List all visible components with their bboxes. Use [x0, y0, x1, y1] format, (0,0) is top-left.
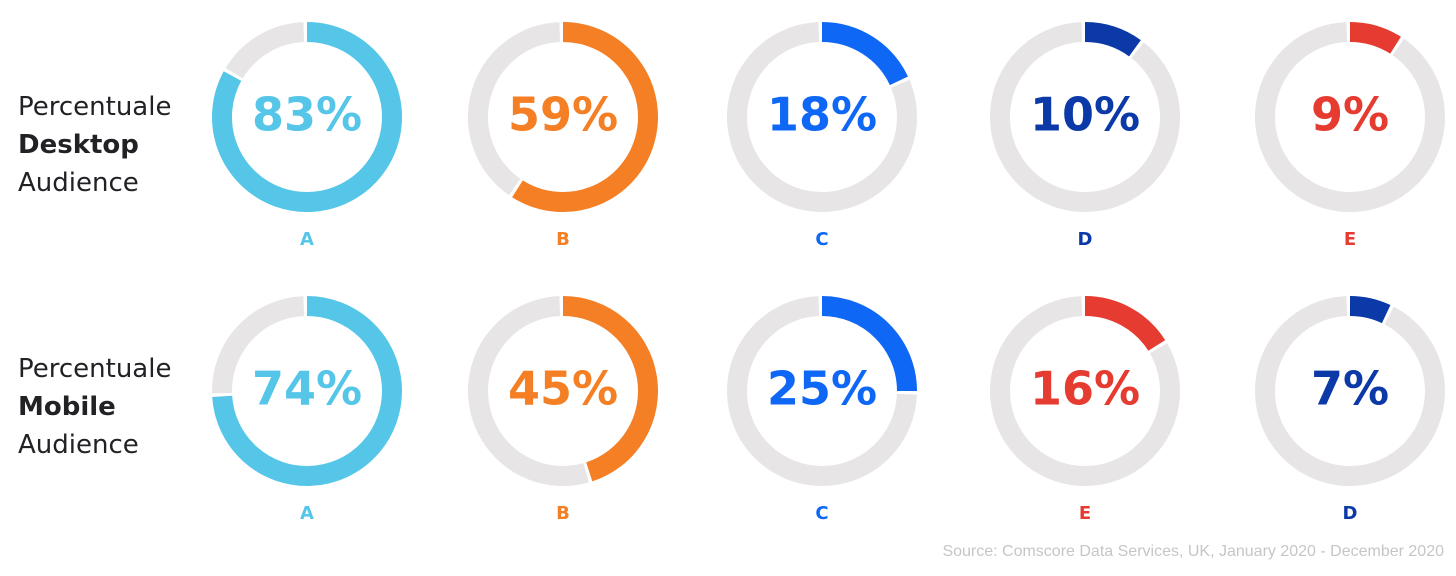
donut-track: [727, 296, 917, 486]
row-label-mobile-line1: Percentuale: [18, 354, 172, 384]
row-label-desktop-line3: Audience: [18, 168, 139, 198]
donut-track: [990, 22, 1180, 212]
donut-category-label: D: [1078, 229, 1093, 250]
donut-value-arc: [212, 296, 402, 486]
donut-value-arc: [821, 22, 908, 86]
donut-category-label: B: [556, 229, 570, 250]
donut-desktop-d: 10% D: [990, 22, 1180, 250]
source-note: Source: Comscore Data Services, UK, Janu…: [942, 543, 1444, 560]
donut-mobile-b: 45% B: [468, 296, 658, 524]
row-label-mobile-line2: Mobile: [18, 392, 116, 422]
donut-desktop-b: 59% B: [468, 22, 658, 250]
row-label-mobile: Percentuale Mobile Audience: [18, 350, 208, 464]
donut-value-arc: [1349, 296, 1391, 324]
row-label-desktop-line1: Percentuale: [18, 92, 172, 122]
donut-desktop-c: 18% C: [727, 22, 917, 250]
donut-category-label: E: [1079, 503, 1091, 524]
donut-value-label: 25%: [767, 362, 877, 416]
donut-value-label: 7%: [1311, 362, 1389, 416]
donut-value-label: 74%: [252, 362, 362, 416]
donut-track: [468, 22, 561, 196]
donut-track: [727, 22, 917, 212]
donut-track: [1255, 22, 1445, 212]
donut-value-arc: [1349, 22, 1401, 54]
row-label-mobile-line3: Audience: [18, 430, 139, 460]
donut-desktop-e: 9% E: [1255, 22, 1445, 250]
row-label-desktop: Percentuale Desktop Audience: [18, 88, 208, 202]
donut-value-arc: [1084, 22, 1141, 57]
donut-value-label: 10%: [1030, 88, 1140, 142]
donut-value-label: 18%: [767, 88, 877, 142]
donut-track: [468, 296, 589, 486]
donut-mobile-d: 7% D: [1255, 296, 1445, 524]
donut-desktop-a: 83% A: [212, 22, 402, 250]
donut-mobile-a: 74% A: [212, 296, 402, 524]
donut-track: [990, 296, 1180, 486]
donut-category-label: E: [1344, 229, 1356, 250]
donut-value-arc: [821, 296, 917, 392]
donut-track: [1255, 296, 1445, 486]
donut-category-label: A: [300, 503, 314, 524]
donut-value-label: 83%: [252, 88, 362, 142]
donut-value-arc: [562, 296, 658, 482]
donut-category-label: B: [556, 503, 570, 524]
donut-value-label: 45%: [508, 362, 618, 416]
donut-track: [212, 296, 305, 394]
donut-value-arc: [212, 22, 402, 212]
donut-track: [225, 22, 305, 79]
donut-value-arc: [512, 22, 658, 212]
donut-category-label: D: [1343, 503, 1358, 524]
donut-mobile-c: 25% C: [727, 296, 917, 524]
donut-value-arc: [1084, 296, 1166, 352]
donut-category-label: A: [300, 229, 314, 250]
donut-value-label: 59%: [508, 88, 618, 142]
row-label-desktop-line2: Desktop: [18, 130, 139, 160]
donut-category-label: C: [815, 503, 828, 524]
donut-mobile-e: 16% E: [990, 296, 1180, 524]
donut-value-label: 9%: [1311, 88, 1389, 142]
donut-value-label: 16%: [1030, 362, 1140, 416]
donut-category-label: C: [815, 229, 828, 250]
